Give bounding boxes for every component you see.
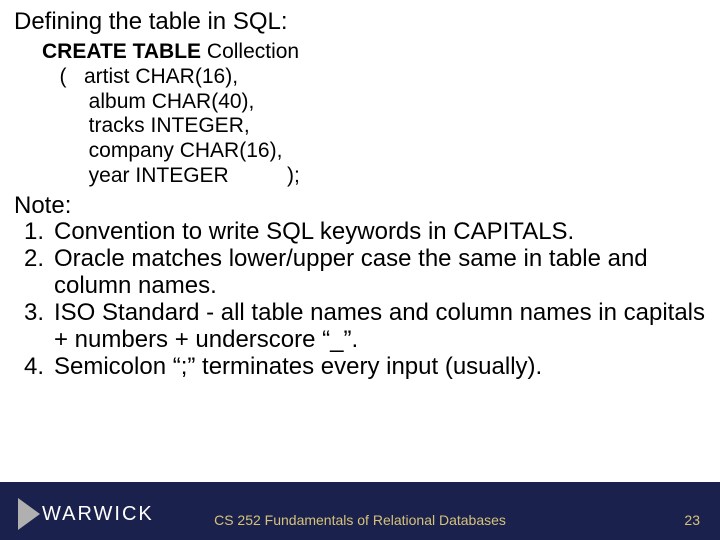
slide-footer: WARWICK CS 252 Fundamentals of Relationa… xyxy=(0,472,720,540)
item-text: Oracle matches lower/upper case the same… xyxy=(54,246,706,300)
page-number: 23 xyxy=(684,512,700,528)
item-text: ISO Standard - all table names and colum… xyxy=(54,300,706,354)
slide-content: Defining the table in SQL: CREATE TABLE … xyxy=(0,0,720,381)
code-line-4: tracks INTEGER, xyxy=(42,114,706,139)
sql-code-block: CREATE TABLE Collection ( artist CHAR(16… xyxy=(14,40,706,189)
course-title: CS 252 Fundamentals of Relational Databa… xyxy=(0,512,720,528)
code-line-6: year INTEGER ); xyxy=(42,164,706,189)
item-number: 4. xyxy=(14,354,54,381)
code-line-2: ( artist CHAR(16), xyxy=(42,65,706,90)
notes-title: Note: xyxy=(14,193,706,220)
item-number: 1. xyxy=(14,219,54,246)
notes-list: 1. Convention to write SQL keywords in C… xyxy=(14,219,706,380)
list-item: 4. Semicolon “;” terminates every input … xyxy=(14,354,706,381)
list-item: 3. ISO Standard - all table names and co… xyxy=(14,300,706,354)
sql-keyword: CREATE TABLE xyxy=(42,40,201,63)
item-number: 3. xyxy=(14,300,54,354)
list-item: 1. Convention to write SQL keywords in C… xyxy=(14,219,706,246)
notes-section: Note: 1. Convention to write SQL keyword… xyxy=(14,193,706,381)
list-item: 2. Oracle matches lower/upper case the s… xyxy=(14,246,706,300)
code-line-1: CREATE TABLE Collection xyxy=(42,40,706,65)
code-text: Collection xyxy=(201,40,299,63)
item-number: 2. xyxy=(14,246,54,300)
section-heading: Defining the table in SQL: xyxy=(14,8,706,36)
code-line-5: company CHAR(16), xyxy=(42,139,706,164)
item-text: Convention to write SQL keywords in CAPI… xyxy=(54,219,706,246)
code-line-3: album CHAR(40), xyxy=(42,90,706,115)
item-text: Semicolon “;” terminates every input (us… xyxy=(54,354,706,381)
